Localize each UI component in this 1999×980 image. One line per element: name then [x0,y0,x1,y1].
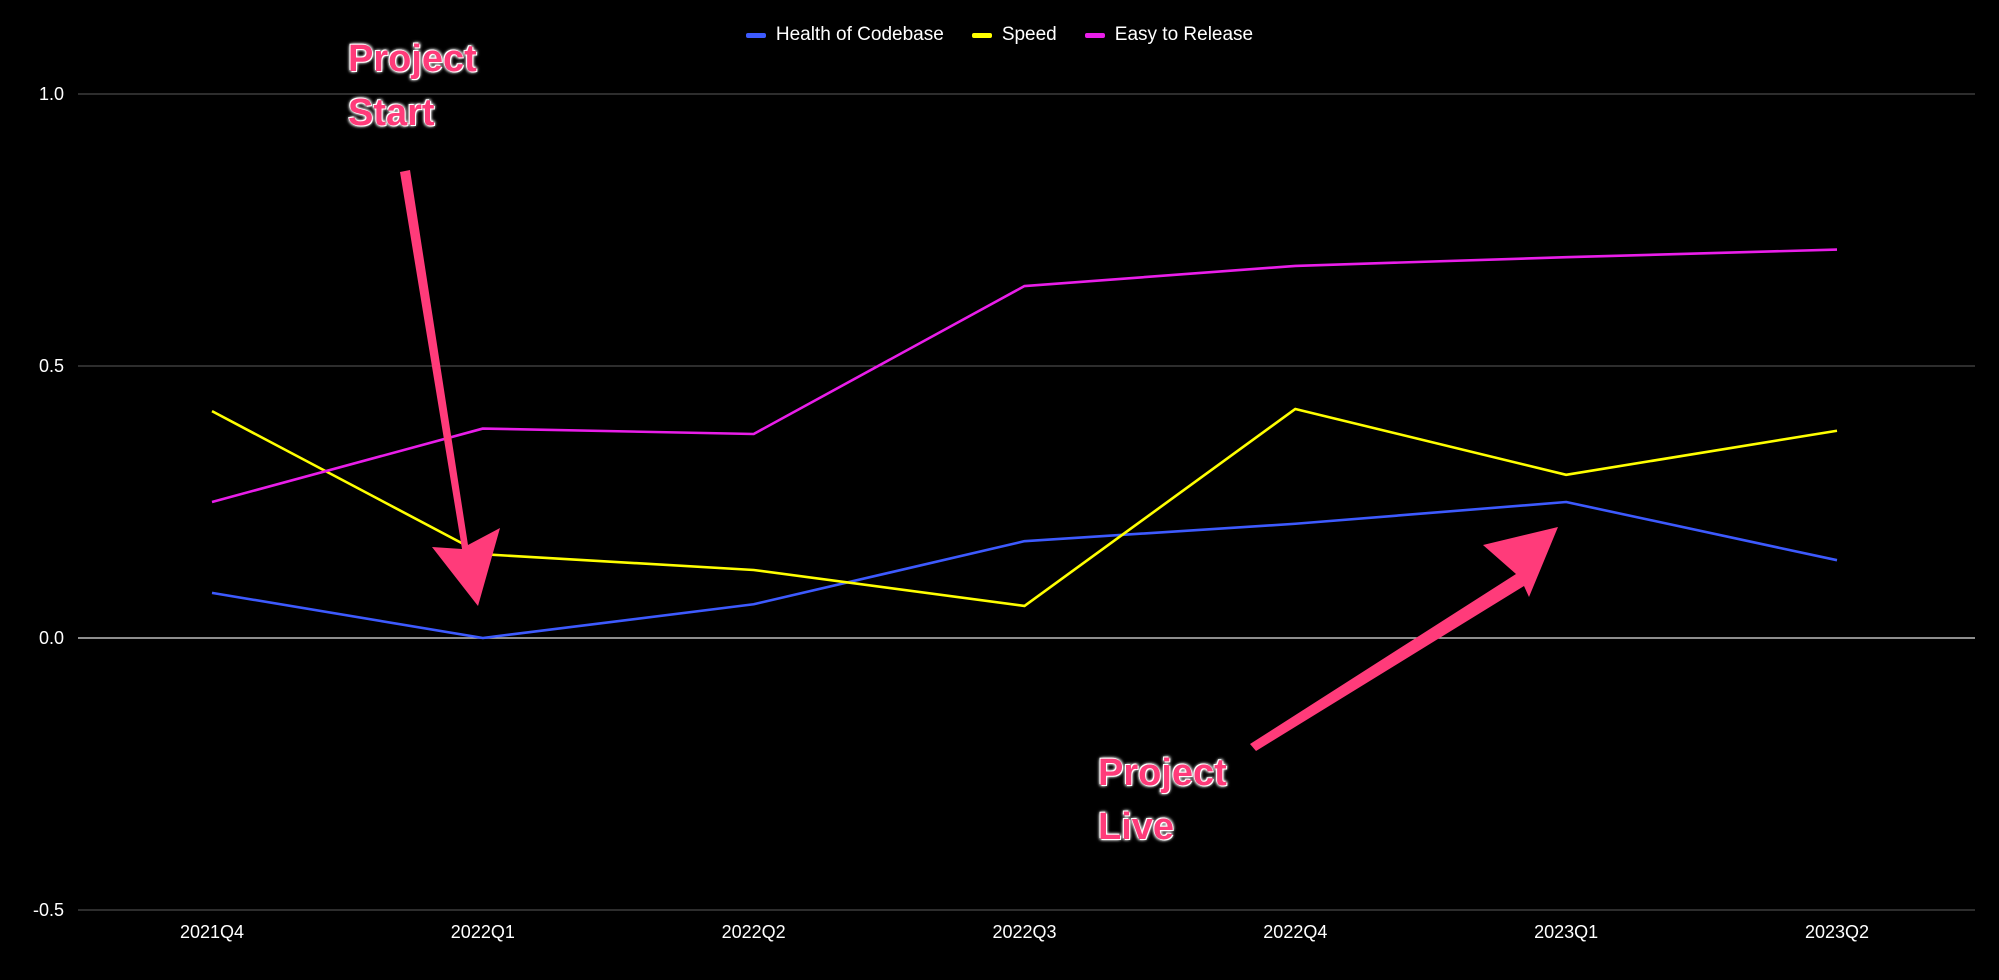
legend-swatch [1084,32,1105,38]
series-line-health-of-codebase [211,500,1838,640]
project-live-annotation: Project Live [1098,746,1227,854]
series-line-easy-to-release [211,248,1838,504]
x-tick-label: 2021Q4 [180,922,244,942]
y-tick-label: -0.5 [33,900,64,920]
project-live-arrow [1250,527,1558,751]
legend-label: Speed [1001,24,1057,45]
x-tick-label: 2022Q2 [722,922,786,942]
legend-swatch [971,32,992,38]
x-tick-label: 2023Q2 [1805,922,1869,942]
project-live-line-1: Project [1098,752,1227,794]
chart-legend: Health of Codebase Speed Easy to Release [0,24,1999,46]
legend-label: Easy to Release [1114,24,1254,45]
legend-item: Speed [971,24,1057,46]
y-tick-label: 0.5 [39,356,64,376]
legend-label: Health of Codebase [775,24,944,45]
project-start-arrow [400,170,500,606]
y-tick-label: 0.0 [39,628,64,648]
legend-item: Health of Codebase [745,24,944,46]
x-tick-label: 2022Q1 [451,922,515,942]
x-tick-label: 2022Q3 [992,922,1056,942]
project-start-line-2: Start [348,92,435,134]
project-start-annotation: Project Start [348,32,477,140]
legend-item: Easy to Release [1084,24,1254,46]
x-tick-label: 2022Q4 [1263,922,1327,942]
project-live-line-2: Live [1098,806,1175,848]
y-tick-label: 1.0 [39,84,64,104]
x-tick-label: 2023Q1 [1534,922,1598,942]
project-start-line-1: Project [348,38,477,80]
legend-swatch [745,32,766,38]
